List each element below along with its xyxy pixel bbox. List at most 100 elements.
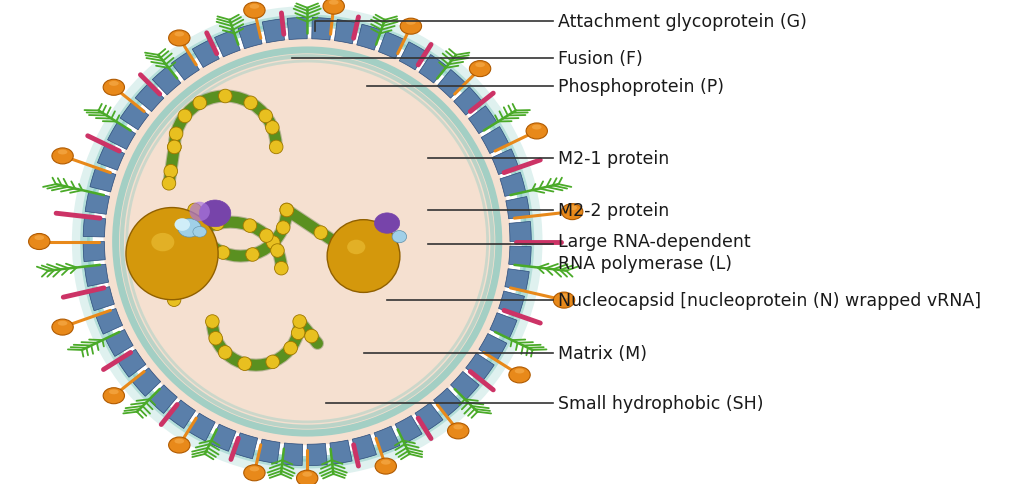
Ellipse shape (168, 141, 181, 154)
Polygon shape (83, 242, 105, 262)
Ellipse shape (280, 204, 294, 217)
Polygon shape (108, 123, 135, 150)
Polygon shape (120, 103, 148, 131)
Ellipse shape (103, 80, 125, 96)
Polygon shape (89, 287, 115, 311)
Ellipse shape (269, 141, 283, 154)
Ellipse shape (189, 202, 210, 222)
Text: Fusion (F): Fusion (F) (558, 50, 643, 68)
Polygon shape (451, 372, 479, 400)
Ellipse shape (109, 390, 119, 394)
Polygon shape (148, 385, 177, 414)
Ellipse shape (265, 121, 280, 135)
Ellipse shape (475, 63, 485, 68)
Ellipse shape (260, 229, 273, 243)
Polygon shape (481, 127, 509, 154)
Ellipse shape (567, 206, 578, 211)
Ellipse shape (469, 61, 490, 77)
Ellipse shape (194, 97, 207, 110)
Ellipse shape (216, 246, 229, 260)
Polygon shape (500, 173, 525, 197)
Ellipse shape (276, 221, 290, 235)
Polygon shape (437, 70, 466, 99)
Ellipse shape (193, 227, 207, 238)
Ellipse shape (191, 221, 205, 235)
Ellipse shape (57, 151, 68, 155)
Ellipse shape (168, 141, 181, 154)
Ellipse shape (244, 97, 257, 110)
Ellipse shape (347, 240, 366, 255)
Polygon shape (311, 18, 332, 41)
Polygon shape (287, 18, 307, 41)
Ellipse shape (400, 19, 422, 35)
Ellipse shape (531, 125, 542, 130)
Ellipse shape (169, 31, 190, 47)
Ellipse shape (244, 3, 265, 19)
Polygon shape (379, 32, 404, 60)
Text: Nucleocapsid [nucleoprotein (N) wrapped vRNA]: Nucleocapsid [nucleoprotein (N) wrapped … (558, 291, 981, 309)
Ellipse shape (246, 248, 259, 262)
Ellipse shape (174, 32, 184, 37)
Ellipse shape (259, 110, 272, 123)
Ellipse shape (392, 231, 407, 243)
Polygon shape (118, 349, 145, 378)
Ellipse shape (103, 39, 511, 445)
Ellipse shape (176, 244, 190, 258)
Polygon shape (499, 291, 524, 316)
Polygon shape (352, 435, 377, 460)
Ellipse shape (526, 124, 548, 140)
Polygon shape (95, 309, 123, 334)
Polygon shape (215, 31, 241, 58)
Polygon shape (395, 416, 422, 443)
Polygon shape (135, 84, 164, 112)
Polygon shape (283, 443, 303, 466)
Text: Attachment glycoprotein (G): Attachment glycoprotein (G) (558, 13, 807, 31)
Ellipse shape (559, 294, 569, 299)
Polygon shape (83, 217, 105, 238)
Ellipse shape (331, 238, 345, 251)
Ellipse shape (103, 388, 125, 404)
Polygon shape (509, 222, 531, 242)
Ellipse shape (375, 213, 399, 234)
Polygon shape (257, 439, 280, 464)
Ellipse shape (109, 82, 119, 87)
Ellipse shape (561, 204, 583, 220)
Polygon shape (153, 67, 181, 96)
Polygon shape (85, 265, 109, 287)
Ellipse shape (206, 315, 219, 329)
Ellipse shape (407, 21, 416, 26)
Ellipse shape (238, 357, 252, 371)
Ellipse shape (200, 201, 230, 227)
Ellipse shape (329, 1, 339, 6)
Text: Matrix (M): Matrix (M) (558, 344, 647, 363)
Polygon shape (479, 334, 507, 361)
Polygon shape (105, 330, 133, 357)
Text: Large RNA-dependent
RNA polymerase (L): Large RNA-dependent RNA polymerase (L) (558, 233, 751, 272)
Polygon shape (415, 403, 443, 431)
Polygon shape (168, 400, 196, 429)
Ellipse shape (297, 470, 317, 484)
Polygon shape (469, 106, 497, 135)
Polygon shape (307, 443, 328, 466)
Polygon shape (188, 413, 215, 441)
Ellipse shape (29, 234, 50, 250)
Ellipse shape (266, 236, 280, 250)
Ellipse shape (187, 229, 201, 243)
Ellipse shape (52, 319, 74, 335)
Ellipse shape (284, 342, 297, 355)
Polygon shape (210, 424, 236, 452)
Polygon shape (233, 433, 258, 459)
Ellipse shape (169, 437, 190, 453)
Ellipse shape (174, 219, 190, 231)
Ellipse shape (292, 326, 305, 340)
Ellipse shape (169, 128, 183, 141)
Ellipse shape (381, 460, 390, 465)
Polygon shape (132, 368, 161, 396)
Ellipse shape (35, 236, 44, 241)
Ellipse shape (178, 219, 201, 238)
Ellipse shape (274, 262, 288, 275)
Ellipse shape (266, 355, 280, 369)
Ellipse shape (305, 330, 318, 343)
Polygon shape (433, 388, 462, 417)
Ellipse shape (218, 346, 231, 360)
